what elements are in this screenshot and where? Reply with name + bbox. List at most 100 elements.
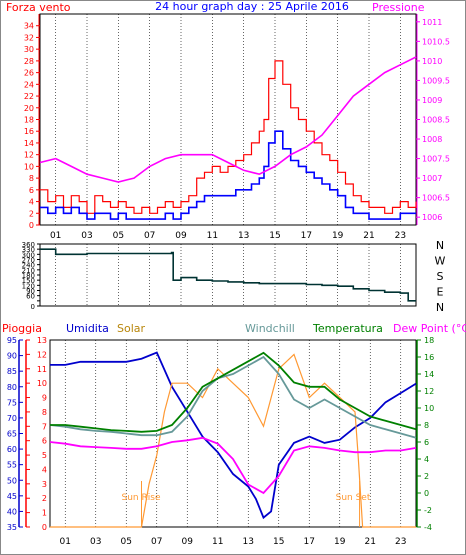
panel2-y-label-150: 150	[22, 277, 35, 285]
panel1-x-tick-23: 23	[395, 231, 406, 241]
panel2-y-label-330: 330	[22, 246, 35, 254]
panel3-series-3	[50, 351, 417, 433]
panel1-y2-label-1007: 1007	[422, 174, 442, 183]
humidity-label-90: 90	[7, 352, 17, 361]
panel1-series-1	[40, 130, 416, 220]
humidity-label-40: 40	[7, 507, 17, 516]
panel1-y-label-32: 32	[24, 33, 34, 42]
panel1-y-label-22: 22	[24, 92, 34, 101]
panel1-y-label-16: 16	[24, 127, 34, 136]
panel3-x-tick-19: 19	[334, 537, 346, 547]
panel3-x-tick-11: 11	[212, 537, 223, 547]
temperature-label-14: 14	[424, 370, 434, 379]
humidity-label-60: 60	[7, 445, 17, 454]
panel1-y-label-8: 8	[29, 174, 34, 183]
rain-label-2: 2	[42, 494, 47, 503]
panel1-x-tick-13: 13	[238, 231, 249, 241]
compass-label-4: N	[436, 301, 444, 314]
panel3-series-4	[49, 436, 417, 495]
humidity-label-50: 50	[7, 476, 17, 485]
temperature-label-2: 2	[424, 472, 429, 481]
panel1-y2-label-1006: 1006	[422, 213, 442, 222]
panel3-x-tick-21: 21	[365, 537, 376, 547]
panel2-y-label-240: 240	[22, 262, 35, 270]
temperature-label-0: 0	[424, 489, 429, 498]
panel3-series-1	[50, 353, 416, 528]
panel1-series-2	[39, 56, 417, 183]
temperature-label--4: -4	[424, 523, 432, 532]
panel1-x-tick-09: 09	[175, 231, 187, 241]
temperature-label-10: 10	[424, 404, 434, 413]
rain-label-12: 12	[37, 350, 47, 359]
humidity-label-65: 65	[7, 430, 17, 439]
panel1-y-label-14: 14	[24, 139, 34, 148]
panel2-y-label-60: 60	[26, 293, 35, 301]
panel1-y-label-2: 2	[29, 209, 34, 218]
panel1-x-tick-19: 19	[332, 231, 344, 241]
panel1-title: 24 hour graph day : 25 Aprile 2016	[155, 0, 349, 13]
panel3-x-tick-07: 07	[151, 537, 162, 547]
panel1-y2-label-1010.5: 1010.5	[422, 37, 450, 46]
panel1-y2-label-1011: 1011	[422, 18, 442, 27]
panel2-y-label-90: 90	[26, 288, 35, 296]
panel3-x-tick-23: 23	[395, 537, 406, 547]
panel1-plot-area	[39, 13, 417, 226]
panel2-y-label-270: 270	[22, 257, 35, 265]
sun-rise-label: Sun Rise	[122, 493, 161, 503]
rain-label-4: 4	[42, 465, 47, 474]
panel1-x-tick-01: 01	[50, 231, 61, 241]
panel2-y-label-180: 180	[22, 272, 35, 280]
panel3-plot-area	[49, 339, 417, 528]
temperature-label--2: -2	[424, 506, 432, 515]
compass-label-2: S	[437, 270, 444, 283]
panel1-y2-label-1009.5: 1009.5	[422, 76, 450, 85]
panel2-plot-area	[39, 243, 417, 307]
panel1-y-label-10: 10	[24, 162, 34, 171]
panel1-y2-label-1008.5: 1008.5	[422, 116, 450, 125]
panel1-right-label: Pressione	[372, 1, 425, 14]
panel1-x-tick-05: 05	[113, 231, 124, 241]
panel1-y-label-28: 28	[24, 57, 34, 66]
solar-label: Solar	[117, 322, 146, 335]
humidity-label-45: 45	[7, 492, 17, 501]
panel3-x-tick-15: 15	[273, 537, 284, 547]
panel1-x-tick-15: 15	[269, 231, 280, 241]
humidity-label: Umidita	[66, 322, 109, 335]
panel1-y-label-34: 34	[24, 22, 34, 31]
panel3-x-tick-17: 17	[304, 537, 315, 547]
panel1-y-label-24: 24	[24, 80, 34, 89]
panel2-y-label-0: 0	[31, 303, 35, 311]
panel1-y-label-4: 4	[29, 198, 34, 207]
panel3-x-tick-01: 01	[60, 537, 71, 547]
panel1-x-tick-21: 21	[363, 231, 374, 241]
compass-label-3: E	[437, 286, 444, 299]
rain-label-13: 13	[37, 336, 47, 345]
rain-label-11: 11	[37, 365, 47, 374]
dewpoint-label: Dew Point (°C)	[393, 322, 466, 335]
rain-label: Pioggia	[2, 322, 42, 335]
panel1-y2-label-1008: 1008	[422, 135, 442, 144]
rain-label-6: 6	[42, 437, 47, 446]
panel1-y2-label-1009: 1009	[422, 96, 442, 105]
temperature-label-16: 16	[424, 353, 434, 362]
temperature-label: Temperatura	[312, 322, 383, 335]
sun-set-label: Sun Set	[336, 493, 371, 503]
rain-label-9: 9	[42, 394, 47, 403]
panel2-y-label-300: 300	[22, 251, 35, 259]
humidity-label-80: 80	[7, 383, 17, 392]
humidity-label-55: 55	[7, 461, 17, 470]
panel1-y-label-0: 0	[29, 221, 34, 230]
compass-label-1: W	[435, 255, 446, 268]
humidity-label-95: 95	[7, 336, 17, 345]
compass-label-0: N	[436, 239, 444, 252]
panel2-y-label-360: 360	[22, 241, 35, 249]
temperature-label-8: 8	[424, 421, 429, 430]
panel1-x-tick-11: 11	[207, 231, 218, 241]
panel1-x-tick-07: 07	[144, 231, 155, 241]
plot-layer: 024681012141618202224262830323410061006.…	[7, 13, 450, 547]
panel1-y2-label-1006.5: 1006.5	[422, 194, 450, 203]
panel1-x-tick-17: 17	[301, 231, 312, 241]
temperature-label-12: 12	[424, 387, 434, 396]
panel1-x-tick-03: 03	[81, 231, 92, 241]
